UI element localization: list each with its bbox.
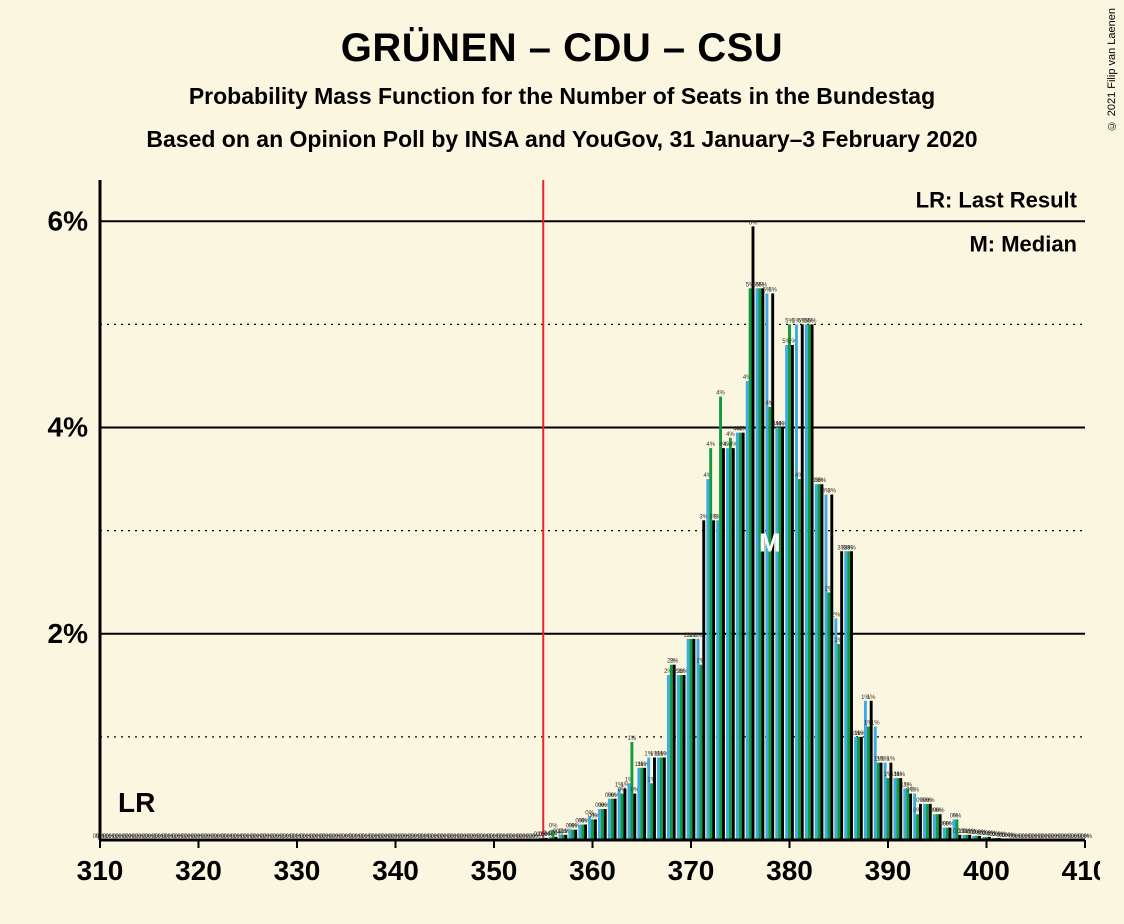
- svg-text:0%: 0%: [926, 798, 935, 804]
- svg-text:5%: 5%: [768, 287, 777, 293]
- svg-text:5%: 5%: [808, 318, 817, 324]
- svg-text:1%: 1%: [887, 757, 896, 763]
- svg-text:3%: 3%: [847, 545, 856, 551]
- svg-text:370: 370: [668, 855, 715, 886]
- svg-text:4%: 4%: [726, 432, 735, 438]
- svg-text:0%: 0%: [910, 788, 919, 794]
- svg-text:350: 350: [471, 855, 518, 886]
- chart-container: 2%4%6%0%0%0%0%0%0%0%0%0%0%0%0%0%0%0%0%0%…: [40, 180, 1100, 900]
- svg-text:1%: 1%: [867, 695, 876, 701]
- svg-text:340: 340: [372, 855, 419, 886]
- svg-text:390: 390: [865, 855, 912, 886]
- svg-text:310: 310: [77, 855, 124, 886]
- subtitle-2: Based on an Opinion Poll by INSA and You…: [0, 126, 1124, 153]
- svg-text:4%: 4%: [706, 442, 715, 448]
- svg-text:0%: 0%: [936, 808, 945, 814]
- svg-text:2%: 2%: [694, 633, 703, 639]
- svg-text:3%: 3%: [827, 489, 836, 495]
- svg-text:LR: Last Result: LR: Last Result: [916, 187, 1078, 212]
- svg-text:LR: LR: [118, 787, 155, 818]
- svg-text:1%: 1%: [896, 772, 905, 778]
- pmf-bar-chart: 2%4%6%0%0%0%0%0%0%0%0%0%0%0%0%0%0%0%0%0%…: [40, 180, 1100, 900]
- svg-text:2%: 2%: [670, 659, 679, 665]
- copyright-text: © 2021 Filip van Laenen: [1106, 8, 1118, 131]
- svg-text:410: 410: [1062, 855, 1100, 886]
- svg-text:6%: 6%: [48, 205, 89, 236]
- svg-text:4%: 4%: [716, 391, 725, 397]
- svg-text:380: 380: [766, 855, 813, 886]
- svg-text:400: 400: [963, 855, 1010, 886]
- svg-text:1%: 1%: [871, 721, 880, 727]
- svg-text:0%: 0%: [953, 813, 962, 819]
- svg-text:4%: 4%: [48, 412, 89, 443]
- svg-text:1%: 1%: [628, 736, 637, 742]
- svg-text:360: 360: [569, 855, 616, 886]
- svg-text:330: 330: [274, 855, 321, 886]
- svg-text:3%: 3%: [818, 478, 827, 484]
- svg-text:2%: 2%: [832, 612, 841, 618]
- svg-text:6%: 6%: [749, 220, 758, 226]
- svg-text:M: M: [759, 527, 781, 557]
- main-title: GRÜNEN – CDU – CSU: [0, 26, 1124, 71]
- svg-text:320: 320: [175, 855, 222, 886]
- title-block: GRÜNEN – CDU – CSU Probability Mass Func…: [0, 0, 1124, 153]
- svg-text:2%: 2%: [48, 618, 89, 649]
- subtitle-1: Probability Mass Function for the Number…: [0, 83, 1124, 110]
- svg-text:M: Median: M: Median: [969, 231, 1077, 256]
